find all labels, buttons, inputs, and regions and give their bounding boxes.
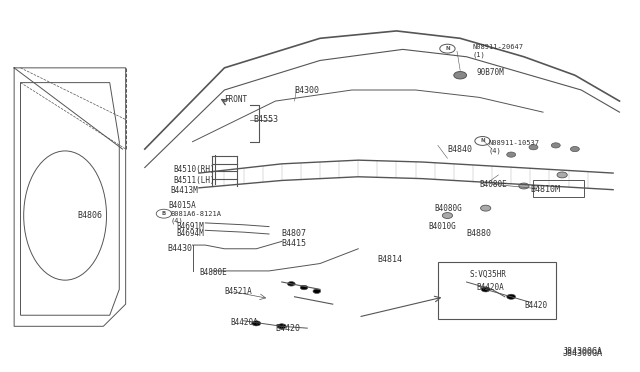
Text: B4840: B4840 [447, 145, 472, 154]
Text: B4810M: B4810M [531, 185, 560, 194]
Text: N: N [480, 138, 485, 144]
Text: B4300: B4300 [294, 86, 319, 94]
Text: N08911-20647
(1): N08911-20647 (1) [473, 45, 524, 58]
FancyBboxPatch shape [534, 180, 584, 197]
Text: B4814: B4814 [378, 255, 403, 264]
Text: FRONT: FRONT [225, 95, 248, 104]
Text: B: B [162, 211, 166, 216]
Text: B4694M: B4694M [177, 230, 204, 238]
Text: B4806: B4806 [78, 211, 103, 220]
Text: B4430: B4430 [167, 244, 192, 253]
Circle shape [252, 321, 260, 326]
Text: B4415: B4415 [282, 239, 307, 248]
Circle shape [287, 282, 295, 286]
Text: J84300GA: J84300GA [562, 347, 602, 356]
Circle shape [529, 145, 538, 150]
Text: B4413M: B4413M [170, 186, 198, 195]
Circle shape [481, 205, 491, 211]
FancyBboxPatch shape [438, 262, 556, 319]
Text: S:VQ35HR: S:VQ35HR [470, 270, 507, 279]
Text: B4880E: B4880E [199, 268, 227, 277]
Text: B4420A: B4420A [231, 318, 259, 327]
Circle shape [313, 289, 321, 294]
Circle shape [442, 212, 452, 218]
Circle shape [557, 172, 567, 178]
Text: 90B70M: 90B70M [476, 68, 504, 77]
Text: B4691M: B4691M [177, 222, 204, 231]
Circle shape [481, 287, 490, 292]
Text: B4420A: B4420A [476, 283, 504, 292]
Text: B4015A: B4015A [168, 201, 196, 210]
Text: B081A6-8121A
(4): B081A6-8121A (4) [170, 211, 221, 224]
Circle shape [277, 324, 286, 329]
Circle shape [454, 71, 467, 79]
Text: B4010G: B4010G [428, 222, 456, 231]
Text: B4510(RH): B4510(RH) [173, 165, 215, 174]
Circle shape [570, 147, 579, 152]
Text: N08911-10537
(4): N08911-10537 (4) [489, 141, 540, 154]
Text: B4080G: B4080G [435, 203, 463, 213]
Text: B4420: B4420 [524, 301, 547, 311]
Text: B4880: B4880 [467, 230, 492, 238]
Text: B4080E: B4080E [479, 180, 507, 189]
Text: B4807: B4807 [282, 230, 307, 238]
Text: B4521A: B4521A [225, 287, 252, 296]
Circle shape [507, 152, 516, 157]
Text: N: N [445, 46, 450, 51]
Text: B4420: B4420 [275, 324, 300, 333]
Text: J84300GA: J84300GA [562, 350, 602, 359]
Circle shape [300, 285, 308, 290]
Circle shape [551, 143, 560, 148]
Text: B4553: B4553 [253, 115, 278, 124]
Circle shape [519, 183, 529, 189]
Text: B4511(LH): B4511(LH) [173, 176, 215, 185]
Circle shape [507, 294, 516, 299]
